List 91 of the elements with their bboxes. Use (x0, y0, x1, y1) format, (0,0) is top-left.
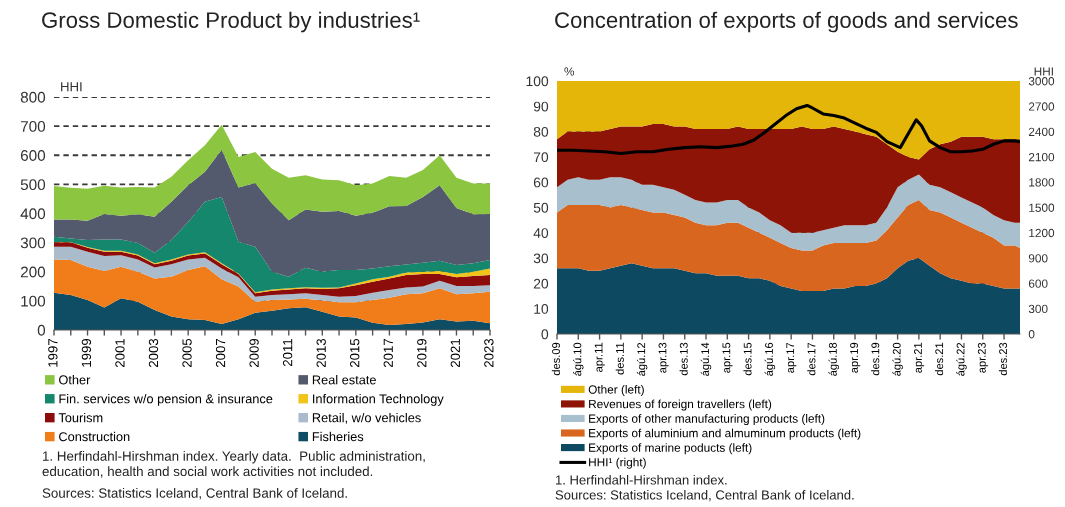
x-tick-label: 2003 (148, 338, 159, 368)
y-tick-label: 30 (533, 253, 549, 264)
legend-label: Fin. services w/o pension & insurance (59, 393, 273, 406)
x-tick-label: 2005 (182, 338, 192, 368)
y-tick-label: 90 (533, 101, 549, 112)
y-tick-label: 40 (533, 228, 549, 238)
x-tick-label: apr.17 (786, 342, 797, 373)
y-tick-label: 100 (526, 76, 549, 87)
y2-tick-label: 2100 (1028, 152, 1055, 162)
y2-tick-label: 1200 (1029, 228, 1055, 238)
legend-label: HHI¹ (right) (589, 457, 646, 469)
legend-label: Information Technology (313, 393, 444, 406)
source-note: Sources: Statistics Iceland, Central Bank of Iceland. (42, 488, 347, 500)
x-tick-label: ágú.18 (828, 342, 839, 376)
x-tick-label: 2019 (417, 338, 427, 368)
x-tick-label: des.23 (998, 342, 1008, 376)
x-tick-label: ágú.14 (700, 342, 712, 376)
legend-label: Real estate (312, 375, 376, 385)
x-tick-label: 1997 (48, 338, 58, 367)
y2-tick-label: 0 (1028, 330, 1035, 339)
x-tick-label: des.19 (871, 342, 880, 376)
x-tick-label: apr.11 (594, 342, 605, 372)
y-tick-label: 20 (533, 278, 549, 289)
y-tick-label: 50 (533, 202, 549, 213)
x-tick-label: apr.15 (722, 342, 733, 373)
x-tick-label: des.17 (807, 342, 816, 376)
legend-label: Exports of marine poducts (left) (589, 443, 752, 455)
y-tick-label: 0 (37, 324, 46, 336)
x-tick-label: des.13 (679, 342, 688, 376)
y2-tick-label: 1800 (1029, 178, 1055, 187)
x-tick-label: ágú.22 (956, 342, 967, 376)
x-tick-label: 2013 (316, 338, 326, 368)
x-tick-label: apr.21 (914, 342, 925, 373)
x-tick-label: ágú.10 (573, 342, 584, 376)
x-tick-label: 2017 (383, 338, 393, 368)
y-axis-title: % (564, 67, 575, 76)
x-tick-label: ágú.12 (636, 342, 648, 376)
x-tick-label: 2001 (115, 338, 125, 368)
chart-title: Gross Domestic Product by industries¹ (42, 11, 420, 33)
x-tick-label: apr.19 (850, 342, 861, 373)
x-tick-label: 2023 (484, 338, 494, 368)
legend-label: Other (59, 375, 91, 385)
y-tick-label: 800 (20, 91, 46, 103)
x-tick-label: 2007 (215, 338, 226, 368)
y-tick-label: 60 (533, 177, 549, 188)
y2-tick-label: 2700 (1028, 102, 1055, 111)
x-tick-label: ágú.20 (892, 342, 903, 376)
legend-label: Construction (59, 431, 130, 442)
y-tick-label: 400 (20, 208, 46, 220)
legend-label: Exports of aluminium and almuminum products (left) (589, 428, 861, 440)
x-tick-label: apr.13 (658, 342, 669, 373)
y-tick-label: 700 (20, 120, 46, 132)
y2-tick-label: 1500 (1029, 203, 1055, 212)
text: 1. Herfindahl-Hirshman index. (556, 475, 727, 485)
line-series (557, 103, 1020, 156)
y2-tick-label: 600 (1028, 279, 1048, 288)
y-tick-label: 0 (541, 329, 549, 340)
y-tick-label: 10 (534, 304, 549, 314)
x-tick-label: des.09 (551, 342, 560, 376)
text: 1. Herfindahl-Hirshman index. Yearly data. Public administration, education, health and social work activities not included. (42, 451, 425, 478)
y-tick-label: 100 (21, 295, 46, 307)
legend-label: Revenues of foreign travellers (left) (589, 399, 772, 411)
x-tick-label: 2015 (350, 338, 360, 368)
y-tick-label: 500 (20, 179, 46, 191)
y2-tick-label: 3000 (1028, 77, 1055, 86)
legend-label: Retail, w/o vehicles (312, 412, 421, 424)
chart-title: Concentration of exports of goods and services (555, 11, 1018, 33)
y-axis-title: HHI (61, 82, 82, 92)
y-tick-label: 200 (20, 266, 46, 278)
x-tick-label: des.11 (615, 342, 624, 375)
x-tick-label: 2021 (450, 338, 460, 368)
y2-tick-label: 300 (1028, 304, 1048, 314)
legend-label: Exports of other manufacturing products (left) (589, 414, 825, 426)
x-tick-label: 2009 (249, 338, 259, 368)
x-tick-label: des.21 (934, 342, 944, 376)
y-tick-label: 300 (20, 237, 46, 249)
x-tick-label: des.15 (743, 342, 752, 376)
y-tick-label: 600 (20, 150, 46, 161)
x-tick-label: 1999 (81, 338, 92, 367)
legend-label: Fisheries (312, 431, 364, 442)
x-tick-label: ágú.16 (764, 342, 776, 376)
x-tick-label: apr.23 (977, 342, 988, 373)
y-tick-label: 80 (533, 126, 549, 137)
legend-label: Tourism (58, 412, 103, 423)
source-note: Sources: Statistics Iceland, Central Bank of Iceland. (555, 490, 854, 502)
x-tick-label: 2011 (282, 338, 293, 367)
y2-tick-label: 2400 (1028, 127, 1055, 136)
y2-tick-label: 900 (1028, 254, 1048, 263)
legend-label: Other (left) (588, 385, 644, 396)
y-tick-label: 70 (533, 152, 549, 163)
y2-axis-title: HHI (1034, 67, 1053, 76)
